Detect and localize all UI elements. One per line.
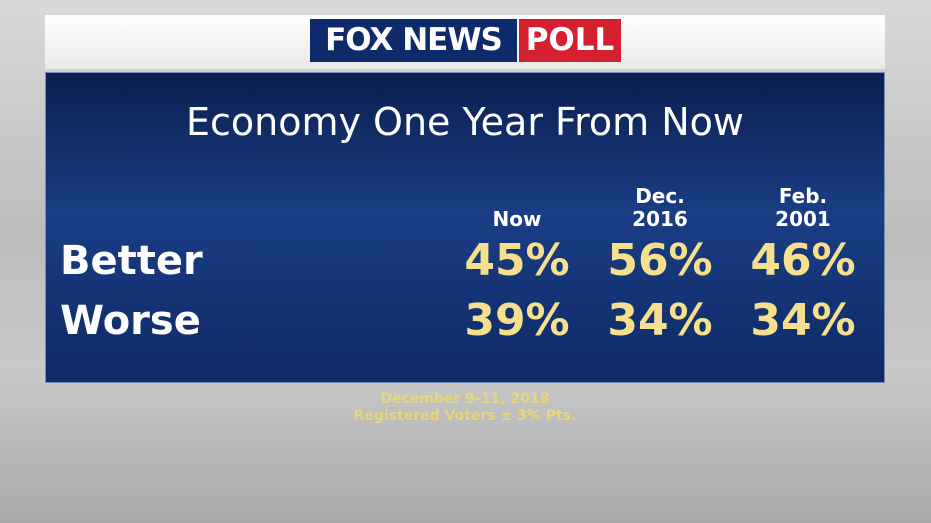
column-header: 2016 [632, 207, 688, 231]
value-cell: 46% [750, 235, 856, 286]
column-header: Dec. [635, 184, 685, 208]
panel [45, 72, 885, 383]
value-cell: 56% [607, 235, 713, 286]
footnote: Registered Voters ± 3% Pts. [353, 408, 577, 424]
value-cell: 45% [464, 235, 570, 286]
value-cell: 34% [607, 295, 713, 346]
logo-poll: POLL [519, 19, 621, 62]
value-cell: 34% [750, 295, 856, 346]
logo-brand: FOX NEWS [310, 19, 517, 62]
column-header: 2001 [775, 207, 831, 231]
column-header: Now [492, 207, 542, 231]
column-header: Feb. [778, 184, 828, 208]
row-label: Better [60, 238, 203, 284]
value-cell: 39% [464, 295, 570, 346]
title: Economy One Year From Now [185, 100, 745, 144]
footnote: December 9-11, 2018 [380, 391, 550, 407]
row-label: Worse [60, 298, 201, 344]
